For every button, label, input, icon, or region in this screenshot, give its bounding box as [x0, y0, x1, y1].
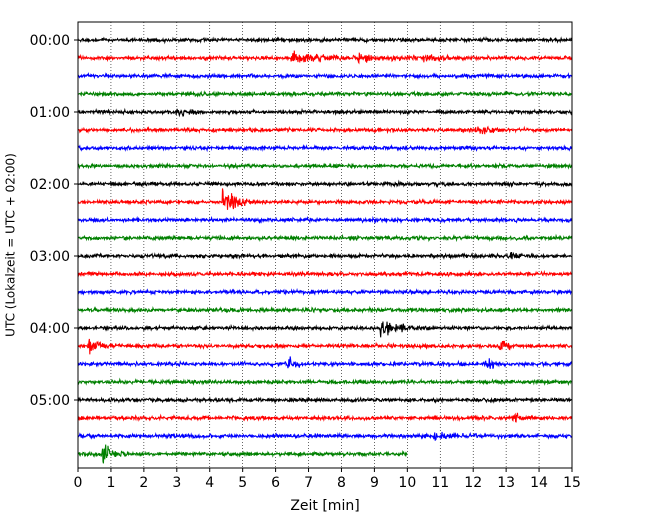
- trace-row-0045: [77, 90, 573, 99]
- trace-row-0215: [77, 188, 573, 210]
- y-axis-label: UTC (Lokalzeit = UTC + 02:00): [4, 153, 18, 337]
- seismic-traces: [77, 36, 573, 464]
- x-tick-label: 0: [74, 475, 83, 491]
- x-tick-label: 4: [205, 475, 214, 491]
- x-tick-label: 15: [563, 475, 581, 491]
- trace-row-0115: [77, 125, 573, 135]
- trace-row-0330: [77, 287, 573, 297]
- trace-row-0300: [77, 251, 573, 261]
- y-tick-label: 00:00: [30, 33, 70, 49]
- x-tick-label: 1: [106, 475, 115, 491]
- x-tick-label: 10: [398, 475, 416, 491]
- x-tick-label: 5: [238, 475, 247, 491]
- x-tick-label: 6: [271, 475, 280, 491]
- x-axis-ticks: 0 1 2 3 4 5 6 7 8 9 10 11 12 13 14 15: [74, 468, 581, 491]
- trace-row-0430: [77, 356, 573, 369]
- plot-frame: [77, 21, 573, 469]
- trace-row-0100: [77, 107, 573, 118]
- trace-row-0245: [77, 233, 573, 243]
- trace-row-0200: [77, 179, 573, 189]
- trace-row-0015: [77, 50, 573, 65]
- y-tick-label: 04:00: [30, 321, 70, 337]
- trace-row-0230: [77, 215, 573, 225]
- trace-row-0500: [77, 395, 573, 405]
- x-tick-label: 2: [139, 475, 148, 491]
- trace-row-0145: [77, 162, 573, 171]
- x-tick-label: 12: [464, 475, 482, 491]
- trace-row-0545: [77, 444, 408, 464]
- trace-row-0415: [77, 338, 573, 355]
- x-tick-label: 3: [172, 475, 181, 491]
- trace-row-0130: [77, 143, 573, 153]
- trace-row-0445: [77, 377, 573, 386]
- trace-row-0030: [77, 71, 573, 80]
- y-tick-label: 03:00: [30, 249, 70, 265]
- x-tick-label: 14: [530, 475, 548, 491]
- x-tick-label: 9: [370, 475, 379, 491]
- trace-row-0315: [77, 269, 573, 278]
- x-tick-label: 8: [337, 475, 346, 491]
- y-tick-label: 05:00: [30, 393, 70, 409]
- trace-row-0345: [77, 305, 573, 315]
- trace-row-0515: [77, 412, 573, 423]
- x-tick-label: 13: [497, 475, 515, 491]
- trace-row-0530: [77, 431, 573, 441]
- x-tick-label: 11: [431, 475, 449, 491]
- x-axis-label: Zeit [min]: [290, 498, 359, 514]
- y-tick-label: 02:00: [30, 177, 70, 193]
- x-grid: [110, 22, 540, 468]
- y-tick-label: 01:00: [30, 105, 70, 121]
- trace-row-0400: [77, 321, 573, 338]
- y-axis-ticks: 00:00 01:00 02:00 03:00 04:00 05:00: [30, 33, 78, 409]
- x-tick-label: 7: [304, 475, 313, 491]
- trace-row-0000: [77, 36, 573, 45]
